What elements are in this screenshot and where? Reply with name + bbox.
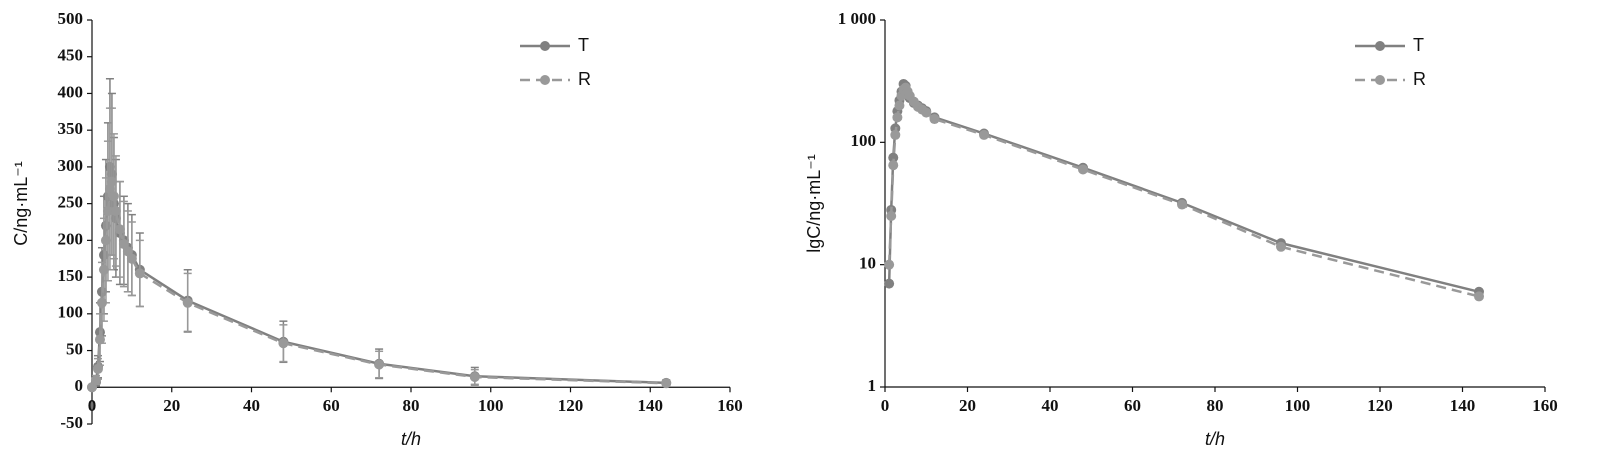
data-point [884, 259, 895, 270]
legend-marker [540, 41, 550, 51]
legend-label: T [1413, 35, 1424, 55]
y-tick-label: 500 [58, 9, 84, 28]
data-point [892, 112, 903, 123]
y-tick-label: 150 [58, 266, 84, 285]
data-point [890, 129, 901, 140]
y-tick-label: 10 [859, 254, 876, 273]
x-tick-label: 20 [959, 396, 976, 415]
data-point [100, 235, 111, 246]
data-point [979, 129, 989, 140]
y-tick-label: 1 [868, 376, 877, 395]
legend-label: T [578, 35, 589, 55]
legend-label: R [578, 69, 591, 89]
y-tick-label: 400 [58, 82, 84, 101]
series-line [90, 181, 667, 388]
data-point [87, 382, 97, 393]
data-point [108, 191, 119, 202]
y-tick-label: 100 [58, 303, 84, 322]
x-tick-label: 40 [1042, 396, 1059, 415]
data-point [1276, 241, 1286, 252]
x-tick-label: 80 [403, 396, 420, 415]
x-tick-label: 100 [1285, 396, 1311, 415]
data-point [110, 205, 121, 216]
data-point [90, 374, 101, 385]
x-tick-label: 160 [717, 396, 743, 415]
legend-marker [1375, 41, 1385, 51]
y-tick-label: 100 [851, 131, 877, 150]
data-point [106, 176, 117, 187]
data-point [126, 253, 137, 264]
x-tick-label: 0 [881, 396, 890, 415]
x-tick-label: 140 [1450, 396, 1476, 415]
x-tick-label: 120 [1367, 396, 1393, 415]
y-tick-label: 200 [58, 229, 84, 248]
data-point [921, 107, 932, 118]
y-tick-label: 0 [75, 376, 84, 395]
series-line [887, 81, 1480, 294]
data-point [1177, 199, 1187, 210]
data-point [96, 297, 107, 308]
data-point [374, 359, 385, 370]
y-tick-label: 50 [66, 339, 83, 358]
legend-label: R [1413, 69, 1426, 89]
data-point [98, 264, 109, 275]
y-tick-label: 450 [58, 46, 84, 65]
data-point [469, 371, 480, 382]
data-point [94, 334, 105, 345]
data-point [1474, 291, 1484, 302]
x-axis-label: t/h [401, 429, 421, 449]
data-point [182, 297, 193, 308]
data-point [102, 205, 113, 216]
x-tick-label: 20 [163, 396, 180, 415]
data-point [894, 100, 905, 111]
x-axis-label: t/h [1205, 429, 1225, 449]
x-tick-label: 140 [638, 396, 664, 415]
data-point [661, 378, 672, 389]
y-tick-label: 300 [58, 156, 84, 175]
x-tick-label: 120 [558, 396, 584, 415]
x-tick-label: 40 [243, 396, 260, 415]
data-point [114, 224, 125, 235]
data-point [122, 246, 133, 257]
data-point [134, 268, 145, 279]
data-point [278, 338, 289, 349]
y-axis-label: C/ng·mL⁻¹ [11, 161, 31, 246]
data-point [884, 278, 895, 289]
data-point [118, 239, 129, 250]
data-point [929, 114, 940, 125]
x-tick-label: 60 [323, 396, 340, 415]
data-point [1078, 164, 1088, 175]
x-tick-label: 80 [1207, 396, 1224, 415]
legend-marker [1375, 75, 1385, 85]
series-line [887, 85, 1480, 298]
x-tick-label: 60 [1124, 396, 1141, 415]
x-tick-label: 160 [1532, 396, 1558, 415]
y-tick-label: 350 [58, 119, 84, 138]
y-tick-label: 1 000 [838, 9, 876, 28]
y-axis-label: lgC/ng·mL⁻¹ [804, 154, 824, 253]
x-tick-label: 0 [88, 396, 97, 415]
x-tick-label: 100 [478, 396, 504, 415]
y-tick-label: -50 [60, 413, 83, 432]
data-point [888, 160, 899, 171]
y-tick-label: 250 [58, 193, 84, 212]
data-point [886, 210, 897, 221]
legend-marker [540, 75, 550, 85]
data-point [92, 363, 103, 374]
data-point [888, 152, 899, 163]
